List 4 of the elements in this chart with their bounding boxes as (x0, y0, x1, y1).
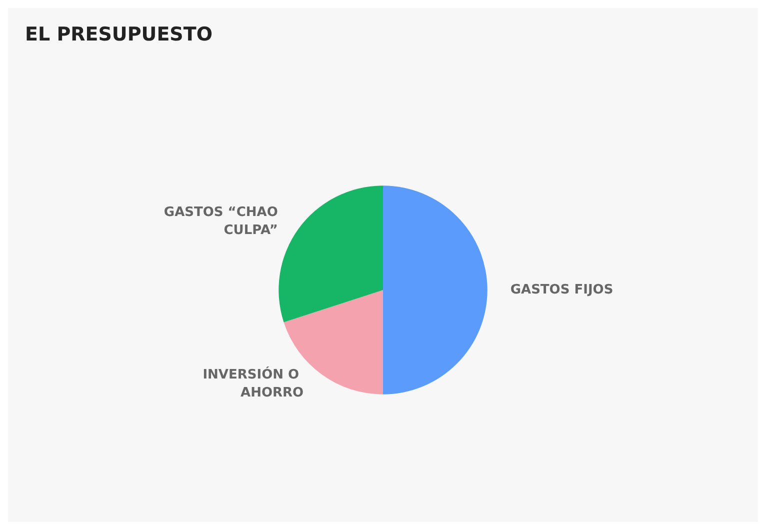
slice-label: GASTOS FIJOS (510, 282, 614, 298)
chart-title: EL PRESUPUESTO (25, 24, 212, 46)
slice-label: INVERSIÓN O AHORRO (202, 366, 304, 401)
slice-label: GASTOS “CHAO CULPA” (164, 205, 278, 238)
